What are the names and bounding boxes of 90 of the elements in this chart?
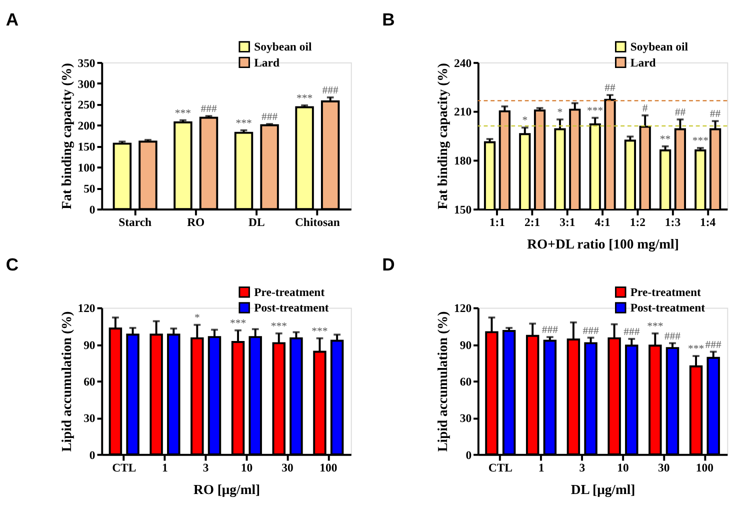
y-tick-label: 350 <box>78 56 96 70</box>
y-tick-label: 240 <box>454 56 472 70</box>
y-tick-label: 210 <box>454 106 472 119</box>
y-tick-label: 100 <box>78 162 96 175</box>
x-tick-label: 1:3 <box>664 216 681 230</box>
data-label: *** <box>270 320 287 332</box>
x-tick-label: 3:1 <box>560 216 576 230</box>
x-tick-label: 3 <box>202 461 209 474</box>
y-tick-label: 150 <box>454 203 472 216</box>
data-label: *** <box>692 135 708 148</box>
y-tick-label: 90 <box>84 338 96 352</box>
legend-label: Soybean oil <box>254 40 312 54</box>
x-tick-label: 1 <box>538 461 544 474</box>
x-tick-label: 10 <box>240 461 253 474</box>
x-axis-title: RO [μg/ml] <box>193 482 260 498</box>
y-tick-label: 180 <box>454 154 472 168</box>
data-label: *** <box>647 320 664 332</box>
x-tick-label: 100 <box>320 461 338 474</box>
y-tick-label: 250 <box>78 98 96 112</box>
legend-label: Pre-treatment <box>630 286 701 300</box>
legend-label: Lard <box>630 56 656 70</box>
y-tick-label: 30 <box>84 412 96 426</box>
x-axis-title: DL [μg/ml] <box>570 482 636 498</box>
y-tick-label: 150 <box>78 140 96 154</box>
data-label: ## <box>674 106 686 119</box>
legend-label: Lard <box>254 56 280 70</box>
y-tick-label: 0 <box>89 448 96 462</box>
x-tick-label: 4:1 <box>594 216 610 230</box>
data-label: ### <box>200 103 218 116</box>
data-label: ### <box>705 338 722 351</box>
x-tick-label: DL <box>248 216 265 230</box>
data-label: ### <box>664 330 682 342</box>
data-label: *** <box>230 317 246 330</box>
data-label: ** <box>660 133 671 146</box>
chart-title: D <box>382 254 395 275</box>
legend-label: Post-treatment <box>254 302 329 315</box>
x-axis-title: RO+DL ratio [100 mg/ml] <box>527 236 679 253</box>
y-axis-title: Lipid accumulation (%) <box>435 311 450 452</box>
legend-label: Soybean oil <box>630 40 689 54</box>
x-tick-label: 3 <box>579 461 586 474</box>
x-tick-label: 1:2 <box>630 216 646 230</box>
data-label: ## <box>604 82 616 94</box>
x-tick-label: 30 <box>658 461 670 474</box>
y-tick-label: 90 <box>460 338 472 352</box>
data-label: *** <box>236 117 252 130</box>
y-tick-label: 0 <box>466 448 472 462</box>
data-label: *** <box>688 343 704 356</box>
data-label: ### <box>542 324 559 336</box>
data-label: *** <box>312 325 328 338</box>
y-axis-title: Lipid accumulation (%) <box>58 311 74 452</box>
x-tick-label: Chitosan <box>294 216 340 230</box>
x-tick-label: 1 <box>162 461 168 474</box>
chart-title: A <box>6 9 19 30</box>
y-tick-label: 0 <box>89 203 96 216</box>
data-label: ### <box>322 84 340 97</box>
y-tick-label: 300 <box>78 78 96 91</box>
chart-title: C <box>6 254 19 275</box>
legend-label: Pre-treatment <box>254 286 325 300</box>
y-tick-label: 60 <box>460 375 472 388</box>
data-label: * <box>194 312 200 324</box>
x-tick-label: 1:1 <box>489 216 506 230</box>
y-tick-label: 120 <box>454 302 472 316</box>
chart-title: B <box>382 9 395 30</box>
x-tick-label: 30 <box>282 461 294 474</box>
y-tick-label: 120 <box>78 302 96 316</box>
x-tick-label: 1:4 <box>700 216 716 230</box>
y-tick-label: 60 <box>84 375 96 388</box>
x-tick-label: RO <box>187 216 205 230</box>
x-tick-label: 100 <box>696 461 714 474</box>
data-label: *** <box>296 92 313 104</box>
y-tick-label: 50 <box>84 182 96 196</box>
x-tick-label: 10 <box>617 461 629 474</box>
y-axis-title: Fat binding capacity (%) <box>435 63 452 210</box>
legend-label: Post-treatment <box>630 302 706 315</box>
x-tick-label: 2:1 <box>524 216 540 230</box>
y-tick-label: 200 <box>78 120 96 133</box>
data-label: ### <box>261 111 278 124</box>
x-tick-label: CTL <box>488 461 513 474</box>
data-label: *** <box>174 107 192 120</box>
y-axis-title: Fat binding capacity (%) <box>58 63 75 210</box>
y-tick-label: 30 <box>460 412 472 426</box>
data-label: ### <box>624 326 640 338</box>
x-tick-label: Starch <box>118 216 152 230</box>
data-label: *** <box>587 104 604 117</box>
data-label: ### <box>582 324 600 337</box>
data-label: * <box>522 114 528 127</box>
data-label: * <box>557 106 563 119</box>
x-tick-label: CTL <box>112 461 136 474</box>
data-label: # <box>642 102 648 114</box>
data-label: ## <box>710 108 722 120</box>
